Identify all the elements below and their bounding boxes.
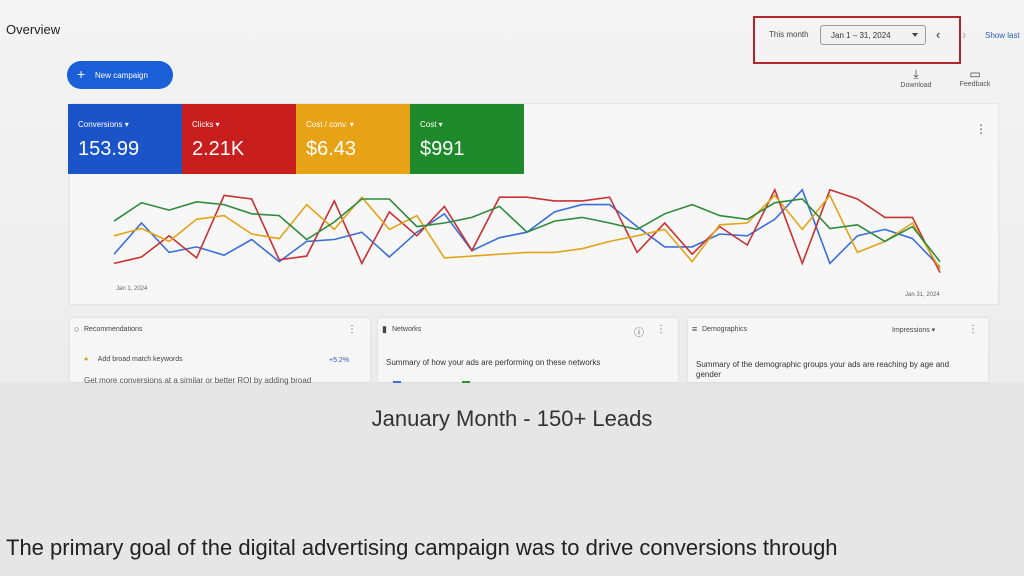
- metric-value: 2.21K: [192, 138, 245, 160]
- bar-chart-icon: ▮: [382, 324, 387, 334]
- plus-icon: +: [77, 66, 86, 82]
- recommendation-item-label: Add broad match keywords: [97, 356, 183, 363]
- date-range-label: This month: [769, 30, 809, 39]
- chevron-down-icon: [912, 33, 918, 37]
- date-range-value: Jan 1 – 31, 2024: [831, 31, 891, 40]
- x-axis-end-label: Jan 31, 2024: [905, 292, 940, 298]
- chevron-right-icon[interactable]: ›: [962, 27, 967, 42]
- search-icon: ●: [84, 356, 89, 363]
- metric-label: Cost ▾: [420, 120, 443, 129]
- metric-label: Cost / conv. ▾: [306, 120, 354, 129]
- page-title: Overview: [6, 22, 61, 37]
- series-line-2: [113, 193, 941, 270]
- more-vert-icon[interactable]: ⋮: [975, 122, 987, 136]
- metric-label: Clicks ▾: [192, 120, 220, 129]
- date-range-select[interactable]: Jan 1 – 31, 2024: [820, 25, 926, 45]
- download-label: Download: [900, 82, 932, 89]
- feedback-label: Feedback: [959, 81, 991, 88]
- recommendations-title: Recommendations: [84, 326, 143, 333]
- lightbulb-icon: ○: [74, 324, 80, 334]
- metric-cost[interactable]: Cost ▾ $991: [410, 104, 524, 174]
- metric-clicks[interactable]: Clicks ▾ 2.21K: [182, 104, 296, 174]
- networks-panel: ▮ Networks ⓘ ⋮ Summary of how your ads a…: [378, 318, 678, 382]
- metric-cost-per-conv[interactable]: Cost / conv. ▾ $6.43: [296, 104, 410, 174]
- series-line-1: [113, 187, 941, 273]
- download-button[interactable]: ⤓ Download: [891, 67, 941, 89]
- download-icon: ⤓: [913, 67, 919, 81]
- more-vert-icon[interactable]: ⋮: [656, 324, 666, 335]
- body-paragraph: The primary goal of the digital advertis…: [6, 535, 838, 560]
- performance-line-chart: [113, 187, 941, 273]
- demographics-title: Demographics: [702, 326, 748, 333]
- new-campaign-button[interactable]: + New campaign: [67, 61, 173, 89]
- caption: January Month - 150+ Leads: [371, 406, 653, 431]
- impressions-select[interactable]: Impressions ▾: [892, 327, 936, 334]
- legend-swatch: [393, 381, 401, 383]
- more-vert-icon[interactable]: ⋮: [968, 324, 978, 335]
- networks-title: Networks: [392, 326, 422, 333]
- demographics-panel: ≡ Demographics Impressions ▾ ⋮ Summary o…: [688, 318, 988, 382]
- more-vert-icon[interactable]: ⋮: [347, 324, 357, 335]
- networks-summary: Summary of how your ads are performing o…: [386, 358, 601, 367]
- chevron-left-icon[interactable]: ‹: [936, 27, 941, 42]
- x-axis-start-label: Jan 1, 2024: [116, 286, 148, 292]
- recommendations-panel: ○ Recommendations ⋮: [70, 318, 370, 382]
- help-icon[interactable]: ⓘ: [634, 328, 644, 339]
- recommendation-item[interactable]: ● Add broad match keywords: [84, 356, 183, 363]
- new-campaign-label: New campaign: [95, 71, 148, 80]
- legend-swatch: [462, 381, 470, 383]
- recommendation-badge: +5.2%: [329, 357, 350, 364]
- metric-value: $991: [420, 138, 465, 160]
- demographics-summary: Summary of the demographic groups your a…: [696, 360, 950, 379]
- show-last-link[interactable]: Show last: [985, 31, 1020, 40]
- metric-conversions[interactable]: Conversions ▾ 153.99: [68, 104, 182, 174]
- recommendation-subtext: Get more conversions at a similar or bet…: [84, 376, 312, 385]
- metric-value: $6.43: [306, 138, 357, 160]
- demographics-icon: ≡: [692, 324, 698, 334]
- ads-dashboard-screen: Overview This month Jan 1 – 31, 2024 ‹ ›…: [0, 0, 1024, 385]
- date-range-highlight: [753, 16, 961, 64]
- metric-value: 153.99: [78, 138, 140, 160]
- metric-label: Conversions ▾: [78, 120, 129, 129]
- series-line-3: [113, 198, 941, 263]
- feedback-icon: ▭: [969, 67, 981, 81]
- feedback-button[interactable]: ▭ Feedback: [950, 67, 1000, 88]
